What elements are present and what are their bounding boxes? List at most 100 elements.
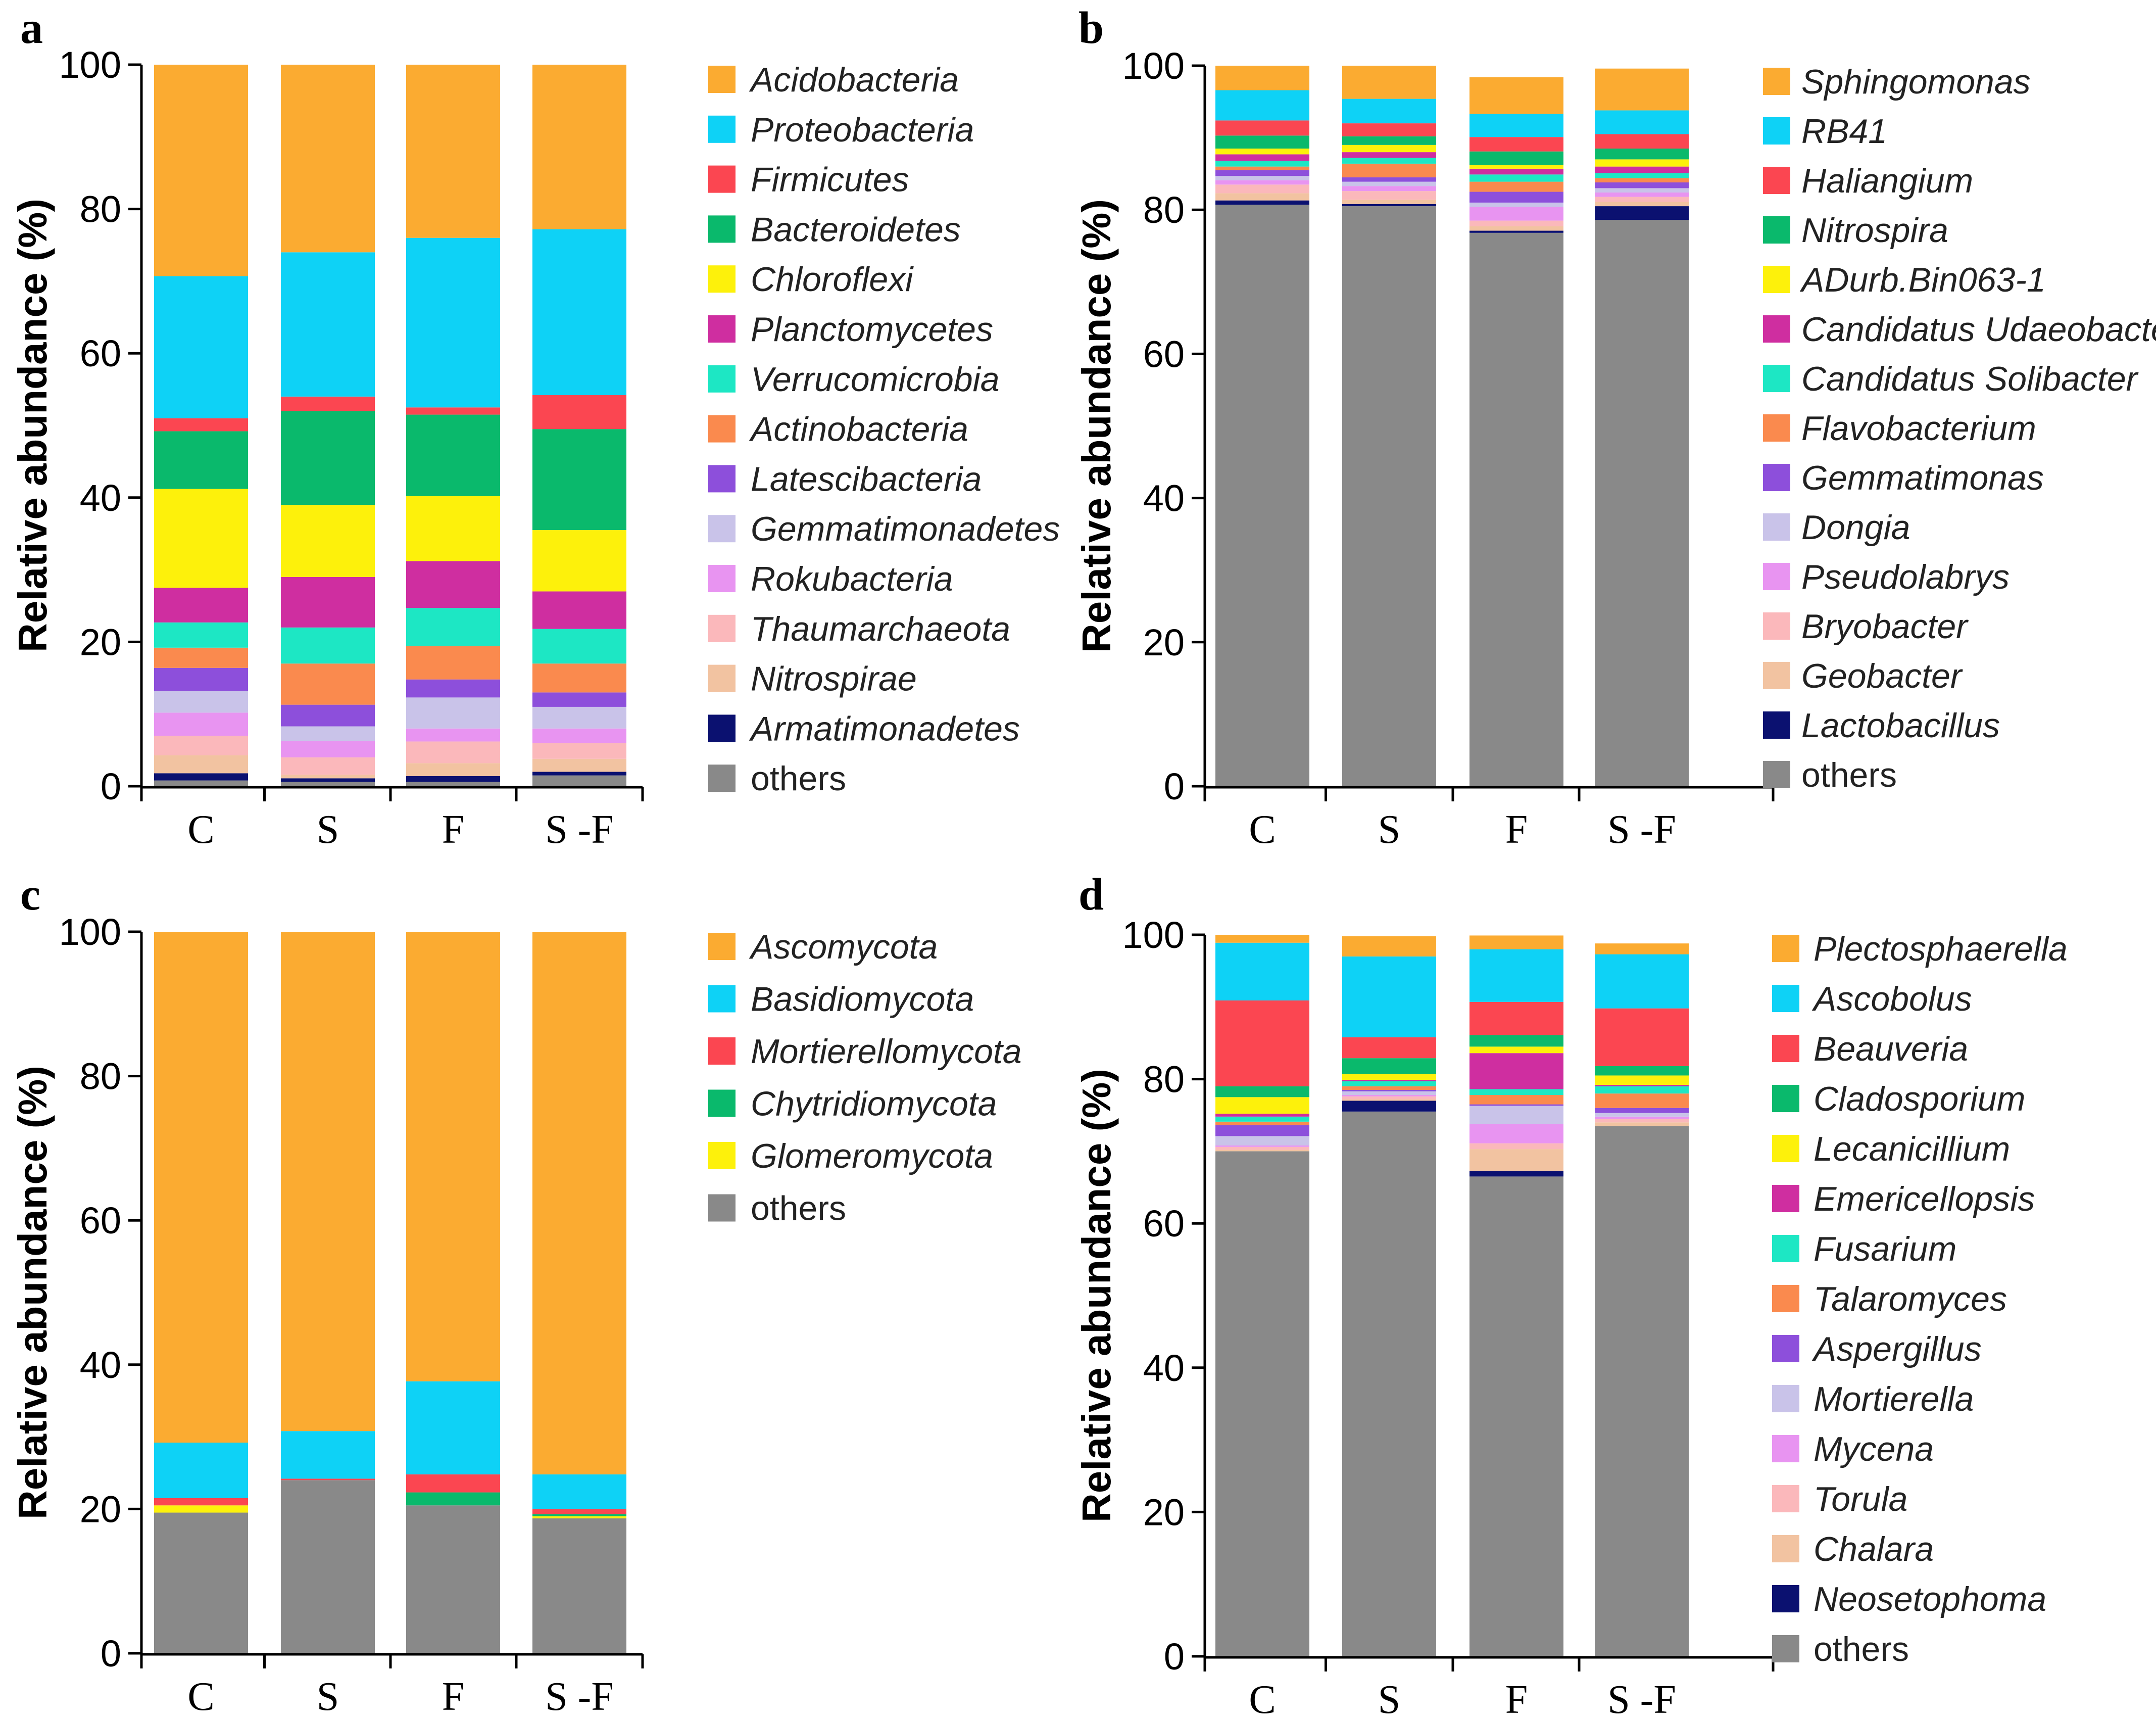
bar-segment <box>1469 1106 1563 1124</box>
legend-item: others <box>708 1189 846 1228</box>
bar-segment <box>281 396 375 411</box>
y-tick-label: 80 <box>1143 1059 1185 1101</box>
legend-label: Pseudolabrys <box>1801 558 2010 596</box>
legend-swatch <box>708 614 736 642</box>
bar-segment <box>406 1474 500 1493</box>
x-tick-label: S <box>1378 807 1401 852</box>
bar-segment <box>1215 170 1309 176</box>
bar-segment <box>406 728 500 742</box>
panel-d: d 0 20 40 60 80 100 C S F S -F Relative abundance (… <box>1074 870 2068 1720</box>
bars <box>1215 935 1689 1656</box>
bar-segment <box>1595 1086 1689 1094</box>
bar-segment <box>1342 1095 1436 1096</box>
bar-segment <box>1342 204 1436 207</box>
bar-segment <box>1342 145 1436 153</box>
legend-item: Planctomycetes <box>708 310 993 349</box>
bar-segment <box>406 932 500 1381</box>
bar-segment <box>1342 1099 1436 1101</box>
bar-segment <box>1595 1113 1689 1117</box>
legend-swatch <box>1763 266 1790 293</box>
bar-segment <box>406 561 500 608</box>
bar-segment <box>281 741 375 757</box>
legend-label: others <box>1814 1630 1909 1668</box>
bar-segment <box>1215 1146 1309 1150</box>
bar-segment <box>1342 1091 1436 1095</box>
legend-swatch <box>1763 711 1790 739</box>
bar-segment <box>1595 159 1689 167</box>
bar-segment <box>1469 230 1563 233</box>
bar-segment <box>532 728 626 743</box>
y-axis-title: Relative abundance (%) <box>1074 199 1119 653</box>
panel-label: a <box>20 3 43 53</box>
legend-swatch <box>1763 414 1790 442</box>
legend-label: Acidobacteria <box>749 61 959 99</box>
bar-segment <box>281 757 375 775</box>
legend: Acidobacteria Proteobacteria Firmicutes Bac… <box>708 61 1060 798</box>
legend-label: Dongia <box>1801 508 1910 547</box>
y-tick-label: 20 <box>1143 1491 1185 1533</box>
legend-label: Mortierellomycota <box>751 1032 1022 1071</box>
legend-swatch <box>708 1142 736 1169</box>
bar-segment <box>1469 77 1563 114</box>
legend-item: Beauveria <box>1772 1030 1968 1068</box>
bar-segment <box>1595 1066 1689 1076</box>
legend-swatch <box>708 985 736 1013</box>
legend-item: Talaromyces <box>1772 1280 2007 1318</box>
y-tick-label: 80 <box>1143 189 1185 231</box>
bar-segment <box>1215 135 1309 149</box>
panel-label: d <box>1079 870 1104 920</box>
legend-label: Chytridiomycota <box>751 1085 997 1123</box>
legend-item: Candidatus Udaeobacter <box>1763 310 2156 349</box>
bar-segment <box>154 65 248 276</box>
bar-segment <box>1469 165 1563 169</box>
legend-swatch <box>708 415 736 443</box>
x-tick-label: S -F <box>545 807 614 852</box>
bar-segment <box>1595 166 1689 173</box>
legend-swatch <box>708 165 736 193</box>
bar-segment <box>406 679 500 698</box>
legend-label: Torula <box>1814 1480 1908 1518</box>
legend-label: Actinobacteria <box>749 410 968 449</box>
y-tick-label: 40 <box>80 477 121 519</box>
legend-label: Candidatus Solibacter <box>1801 360 2139 398</box>
legend-swatch <box>708 933 736 960</box>
legend-label: Latescibacteria <box>751 460 982 498</box>
legend-item: Gemmatimonas <box>1763 459 2044 497</box>
legend-label: Thaumarchaeota <box>751 610 1010 648</box>
bar-segment <box>1469 1046 1563 1054</box>
legend-label: Fusarium <box>1814 1230 1956 1268</box>
legend-item: Ascobolus <box>1772 980 1972 1018</box>
y-tick-label: 0 <box>101 1633 121 1675</box>
legend-label: Nitrospira <box>1801 211 1948 250</box>
bar-segment <box>154 276 248 418</box>
legend-item: Bryobacter <box>1763 607 1969 646</box>
x-tick-label: F <box>1505 1678 1528 1720</box>
legend-item: Lecanicillium <box>1772 1130 2010 1168</box>
bar-segment <box>1215 166 1309 170</box>
y-tick-label: 40 <box>1143 477 1185 519</box>
bar-segment <box>1469 226 1563 231</box>
legend-item: Pseudolabrys <box>1763 558 2010 596</box>
bar-segment <box>532 1509 626 1514</box>
bars <box>154 65 626 786</box>
bar-segment <box>1342 123 1436 136</box>
legend-swatch <box>1763 68 1790 95</box>
bar-segment <box>1342 163 1436 178</box>
legend-swatch <box>1772 1135 1799 1162</box>
legend-item: Fusarium <box>1772 1230 1956 1268</box>
legend-swatch <box>708 265 736 293</box>
legend-swatch <box>1763 315 1790 343</box>
bar-segment <box>281 778 375 782</box>
bar-segment <box>154 489 248 588</box>
bar-segment <box>1469 1170 1563 1177</box>
bar-segment <box>1595 197 1689 202</box>
legend-item: Actinobacteria <box>708 410 968 449</box>
bar-segment <box>532 758 626 772</box>
bar-segment <box>154 755 248 774</box>
bar-segment <box>406 237 500 408</box>
legend-swatch <box>1772 1035 1799 1062</box>
x-tick-label: S <box>1378 1678 1401 1720</box>
bar-segment <box>1595 68 1689 111</box>
bar-segment <box>1595 1116 1689 1119</box>
